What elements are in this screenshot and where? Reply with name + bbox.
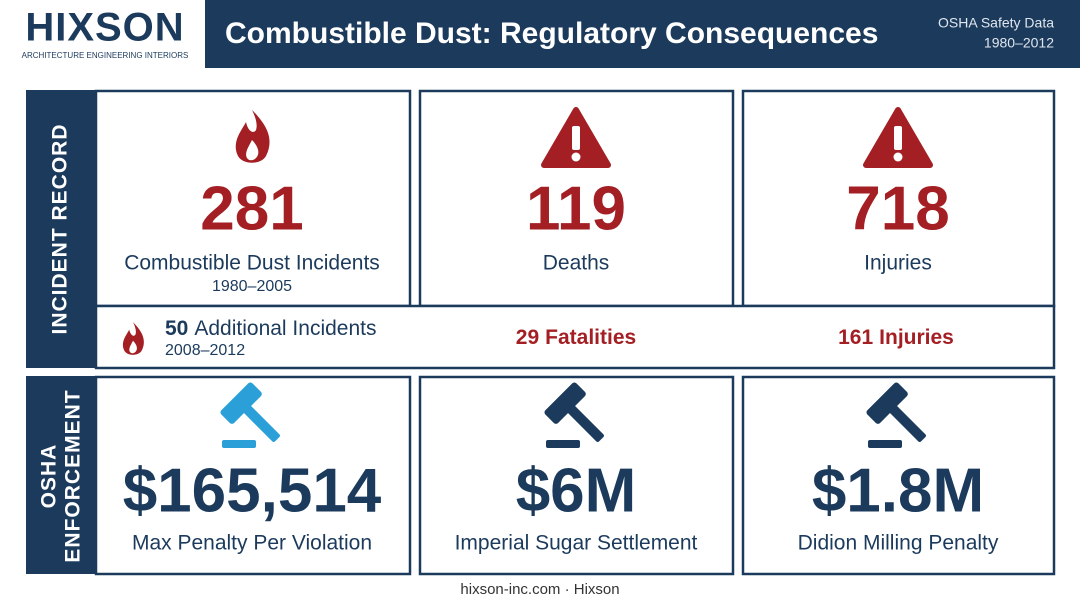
summary-row [94,304,1056,370]
recent-injuries-label: Injuries [879,326,954,349]
stat-value: 718 [846,174,949,243]
section-label: OSHA [38,444,61,509]
recent-fatalities-value: 29 [516,326,539,349]
stat-sublabel: 1980–2005 [212,278,292,295]
stat-label: Max Penalty Per Violation [132,532,372,555]
stat-value: 281 [200,174,303,243]
logo: HIXSON [25,6,184,50]
section-label-bar [26,90,96,368]
title: Combustible Dust: Regulatory Consequence… [225,17,878,50]
period: 1980–2012 [984,35,1054,51]
stat-label: Combustible Dust Incidents [124,252,380,275]
recent-incidents-label: Additional Incidents [194,317,376,340]
footer: hixson-inc.com · Hixson [460,581,619,598]
recent-injuries-value: 161 [838,326,873,349]
stat-label: Didion Milling Penalty [798,532,999,555]
source: OSHA Safety Data [938,15,1054,31]
stat-value: $1.8M [812,456,984,525]
section-label: ENFORCEMENT [62,389,85,562]
stat-label: Injuries [864,252,932,275]
stat-value: $165,514 [123,456,382,525]
stat-value: $6M [516,456,637,525]
logo-tagline: ARCHITECTURE ENGINEERING INTERIORS [22,51,189,60]
recent-fatalities-label: Fatalities [545,326,636,349]
section-label: INCIDENT RECORD [49,123,72,334]
recent-incidents-value: 50 [165,317,188,340]
recent-fatalities: 29 Fatalities [516,326,636,349]
recent-period: 2008–2012 [165,342,245,359]
stat-label: Imperial Sugar Settlement [455,532,698,555]
recent-injuries: 161 Injuries [838,326,954,349]
recent-incidents: 50 Additional Incidents [165,317,376,340]
section-label-bar [26,376,96,574]
stat-label: Deaths [543,252,610,275]
stat-value: 119 [526,174,626,243]
header-band [205,0,1080,68]
